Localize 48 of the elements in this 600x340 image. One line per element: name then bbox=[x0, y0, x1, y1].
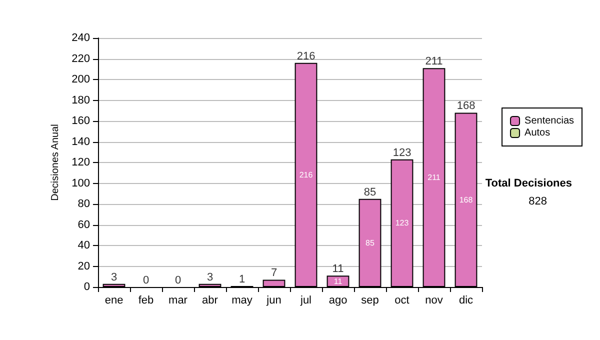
y-tick-label: 200 bbox=[72, 74, 90, 86]
x-tick-label: oct bbox=[394, 294, 410, 306]
x-tick-label: ene bbox=[104, 294, 124, 306]
y-tick-label: 120 bbox=[72, 156, 90, 168]
y-tick-label: 160 bbox=[72, 115, 90, 127]
data-label: 168 bbox=[459, 195, 474, 204]
y-axis-title: Decisiones Anual bbox=[50, 124, 62, 201]
x-tick-label: nov bbox=[425, 294, 444, 306]
total-label: 123 bbox=[392, 146, 412, 159]
x-tick-label: dic bbox=[458, 294, 474, 306]
y-tick-label: 100 bbox=[72, 177, 90, 190]
y-tick-label: 140 bbox=[72, 136, 90, 148]
x-tick-label: jul bbox=[299, 294, 312, 306]
y-tick-label: 240 bbox=[72, 32, 90, 44]
x-tick-label: feb bbox=[138, 294, 154, 306]
data-label: 216 bbox=[299, 170, 314, 180]
x-tick-label: abr bbox=[202, 294, 218, 306]
y-tick-label: 60 bbox=[78, 218, 90, 231]
total-label: 7 bbox=[270, 267, 278, 280]
y-tick-label: 40 bbox=[78, 240, 90, 252]
y-tick-label: 0 bbox=[84, 281, 90, 293]
total-label: 3 bbox=[110, 271, 118, 284]
data-label: 123 bbox=[395, 218, 410, 228]
y-tick-label: 180 bbox=[72, 94, 90, 106]
total-label: 211 bbox=[425, 56, 443, 68]
total-label: 85 bbox=[364, 186, 376, 198]
data-label: 211 bbox=[428, 173, 441, 182]
total-label: 0 bbox=[174, 274, 182, 286]
total-label: 11 bbox=[332, 263, 344, 276]
x-tick-label: ago bbox=[328, 294, 348, 306]
x-tick-label: may bbox=[232, 294, 253, 306]
data-label: 11 bbox=[334, 276, 343, 286]
total-label: 0 bbox=[142, 274, 150, 286]
x-tick-label: jun bbox=[266, 294, 282, 306]
y-tick-label: 220 bbox=[72, 52, 90, 65]
y-tick-label: 80 bbox=[78, 198, 90, 210]
total-label: 168 bbox=[456, 100, 476, 112]
total-label: 216 bbox=[296, 50, 316, 62]
legend-label: Sentencias bbox=[524, 116, 574, 126]
legend-label: Autos bbox=[524, 128, 550, 138]
y-tick-label: 20 bbox=[78, 260, 90, 272]
x-tick-label: mar bbox=[168, 294, 188, 306]
text: 828 bbox=[528, 196, 548, 208]
text: Total Decisiones bbox=[485, 178, 572, 190]
data-label: 85 bbox=[366, 238, 375, 248]
x-tick-label: sep bbox=[361, 294, 379, 306]
total-label: 3 bbox=[206, 271, 214, 284]
total-label: 1 bbox=[238, 273, 246, 286]
